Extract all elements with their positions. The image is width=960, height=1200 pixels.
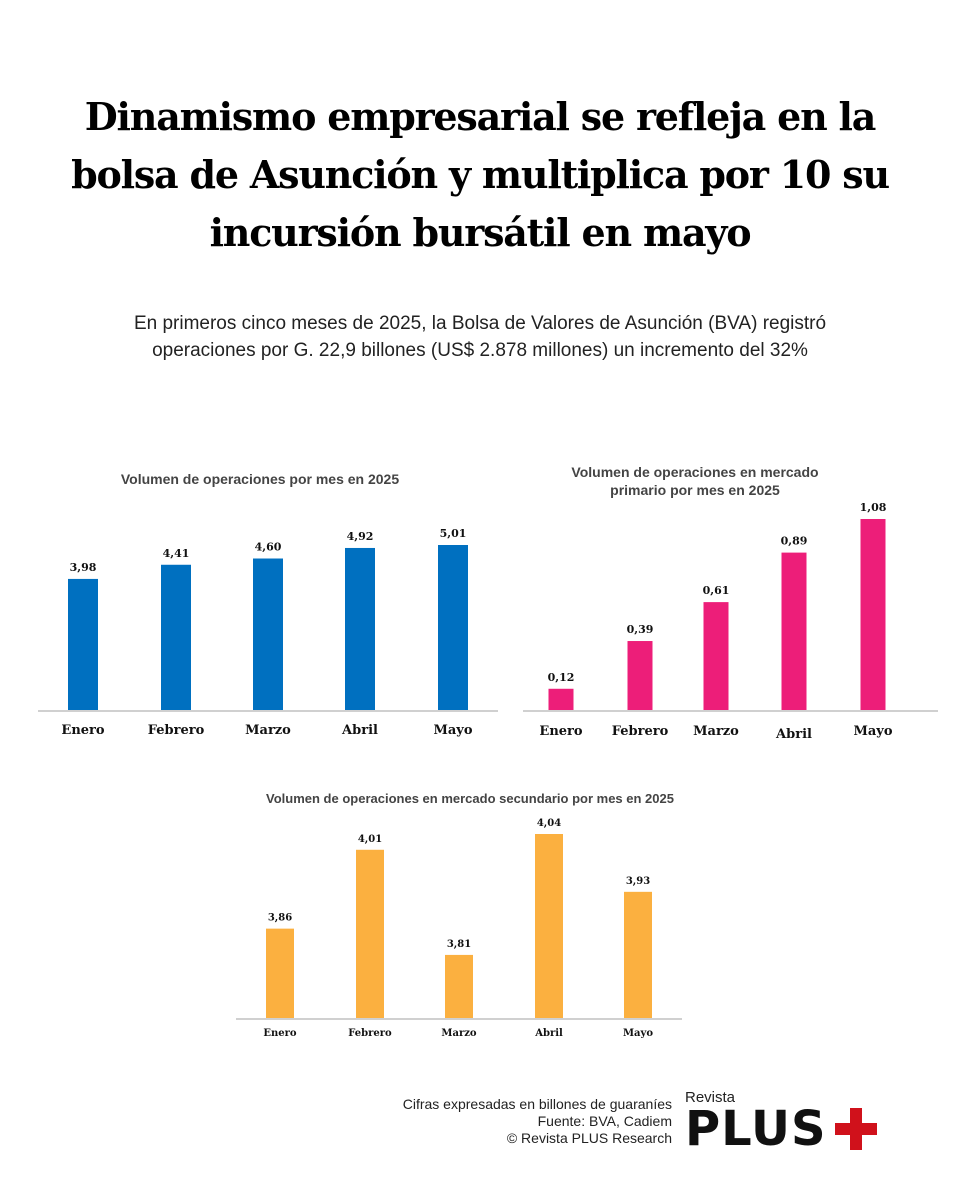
bar-mayo [438,545,468,710]
data-label: 4,04 [537,818,561,829]
data-label: 4,60 [255,541,282,554]
plus-cross-icon [834,1108,877,1150]
bar-enero [266,928,294,1018]
data-label: 0,61 [703,584,730,597]
bar-febrero [356,849,384,1018]
bar-marzo [253,558,283,710]
data-label: 3,86 [268,913,292,924]
bar-mayo [860,519,886,710]
data-label: 5,01 [440,527,467,540]
bar-enero [68,578,98,710]
x-tick-label: Enero [61,723,104,738]
x-tick-label: Abril [534,1028,563,1039]
chart-2-title: Volumen de operaciones en mercado primar… [571,464,819,498]
bar-marzo [703,602,729,710]
footer-source: Fuente: BVA, Cadiem [537,1113,672,1129]
x-tick-label: Febrero [348,1028,392,1039]
data-label: 0,89 [781,535,808,548]
data-label: 4,41 [163,547,190,560]
x-tick-label: Abril [775,727,812,742]
bar-abril [345,547,375,710]
bar-marzo [445,954,473,1018]
x-tick-label: Marzo [441,1028,476,1039]
x-tick-label: Marzo [245,723,291,738]
x-tick-label: Mayo [853,724,892,739]
logo-top-text: Revista [685,1089,736,1106]
bar-abril [535,834,563,1018]
x-tick-label: Febrero [148,723,205,738]
x-tick-label: Enero [539,724,582,739]
bar-abril [781,552,807,710]
page-subtitle: En primeros cinco meses de 2025, la Bols… [133,313,827,361]
footer-copyright: © Revista PLUS Research [506,1130,672,1146]
x-tick-label: Mayo [433,723,472,738]
logo-main-text: PLUS [685,1101,827,1157]
data-label: 3,93 [626,876,650,887]
revista-plus-logo: Revista PLUS [685,1089,877,1157]
bar-febrero [161,564,191,710]
data-label: 0,39 [627,623,654,636]
x-tick-label: Marzo [693,724,739,739]
data-label: 4,92 [347,530,374,543]
x-tick-label: Abril [341,723,378,738]
x-tick-label: Mayo [623,1028,653,1039]
bar-enero [548,688,574,710]
x-tick-label: Febrero [612,724,669,739]
footer-notes: Cifras expresadas en billones de guaraní… [403,1096,672,1147]
chart-3-title: Volumen de operaciones en mercado secund… [266,791,674,806]
x-tick-label: Enero [263,1028,297,1039]
data-label: 3,81 [447,939,471,950]
bar-mayo [624,891,652,1018]
data-label: 3,98 [70,561,97,574]
footer-units: Cifras expresadas en billones de guaraní… [402,1096,672,1112]
data-label: 0,12 [548,671,575,684]
data-label: 4,01 [358,834,382,845]
bar-febrero [627,641,653,710]
chart-1-title: Volumen de operaciones por mes en 2025 [120,471,400,487]
page-title: Dinamismo empresarial se refleja en la b… [71,94,890,255]
data-label: 1,08 [860,501,887,514]
